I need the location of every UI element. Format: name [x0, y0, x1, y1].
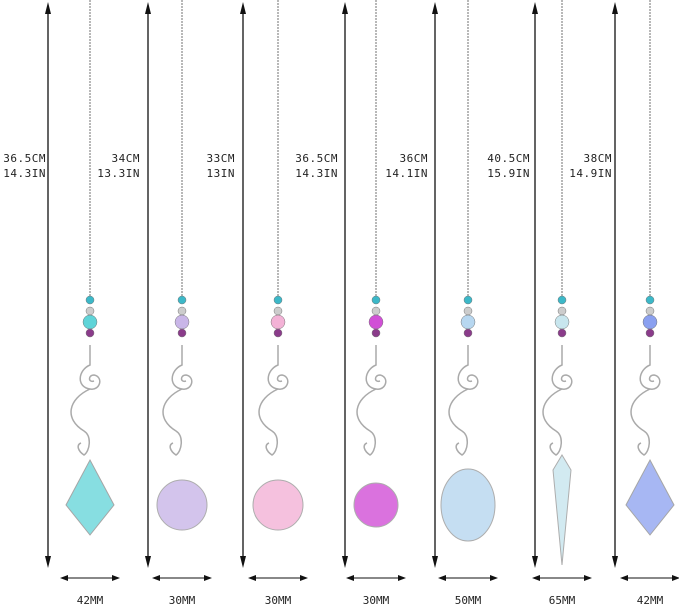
- length-label: 36.5CM 14.3IN: [3, 151, 46, 181]
- width-arrow-right: [490, 575, 498, 581]
- bead: [273, 306, 283, 316]
- width-arrow-left: [60, 575, 68, 581]
- bead: [270, 314, 286, 330]
- arrow-head-top: [240, 2, 246, 14]
- bead: [460, 314, 476, 330]
- s-hook: [542, 345, 573, 456]
- arrow-head-bottom: [45, 556, 51, 568]
- width-label: 42MM: [76, 594, 104, 607]
- width-arrow-right: [584, 575, 592, 581]
- length-label: 34CM 13.3IN: [97, 151, 140, 181]
- s-hook: [356, 345, 387, 456]
- arrow-head-bottom: [342, 556, 348, 568]
- crystal-pendant: [65, 458, 115, 536]
- length-in: 15.9IN: [487, 167, 530, 180]
- bead: [463, 306, 473, 316]
- width-arrow-right: [300, 575, 308, 581]
- s-hook: [70, 345, 101, 456]
- width-label: 30MM: [362, 594, 390, 607]
- bead: [177, 295, 187, 305]
- crystal-pendant: [252, 479, 304, 531]
- length-in: 14.9IN: [569, 167, 612, 180]
- length-in: 14.3IN: [295, 167, 338, 180]
- length-label: 40.5CM 15.9IN: [487, 151, 530, 181]
- bead: [85, 328, 95, 338]
- crystal-pendant: [440, 468, 496, 542]
- bead: [645, 328, 655, 338]
- length-in: 13IN: [206, 167, 235, 180]
- length-in: 14.1IN: [385, 167, 428, 180]
- width-arrow-right: [204, 575, 212, 581]
- width-label: 30MM: [168, 594, 196, 607]
- width-arrow-left: [532, 575, 540, 581]
- length-cm: 36.5CM: [295, 152, 338, 165]
- width-arrow-left: [620, 575, 628, 581]
- arrow-head-bottom: [432, 556, 438, 568]
- width-arrow-left: [346, 575, 354, 581]
- crystal-pendant: [625, 458, 675, 536]
- bead: [85, 306, 95, 316]
- width-label: 30MM: [264, 594, 292, 607]
- arrow-head-top: [342, 2, 348, 14]
- s-hook: [448, 345, 479, 456]
- width-arrow-right: [398, 575, 406, 581]
- bead: [371, 328, 381, 338]
- length-in: 14.3IN: [3, 167, 46, 180]
- arrow-head-bottom: [532, 556, 538, 568]
- width-arrow-left: [152, 575, 160, 581]
- arrow-head-top: [532, 2, 538, 14]
- crystal-pendant: [353, 482, 399, 528]
- crystal-pendant: [552, 454, 572, 566]
- arrow-head-top: [45, 2, 51, 14]
- width-label: 42MM: [636, 594, 664, 607]
- width-label: 65MM: [548, 594, 576, 607]
- width-arrow-right: [672, 575, 679, 581]
- bead: [273, 295, 283, 305]
- bead: [371, 295, 381, 305]
- s-hook: [630, 345, 661, 456]
- arrow-head-top: [145, 2, 151, 14]
- bead: [368, 314, 384, 330]
- bead: [557, 328, 567, 338]
- width-arrow-right: [112, 575, 120, 581]
- arrow-head-bottom: [612, 556, 618, 568]
- s-hook: [162, 345, 193, 456]
- width-arrow-left: [248, 575, 256, 581]
- length-label: 38CM 14.9IN: [569, 151, 612, 181]
- bead: [273, 328, 283, 338]
- bead: [85, 295, 95, 305]
- bead: [174, 314, 190, 330]
- s-hook: [258, 345, 289, 456]
- length-cm: 36CM: [399, 152, 428, 165]
- bead: [463, 328, 473, 338]
- length-cm: 33CM: [206, 152, 235, 165]
- crystal-pendant: [156, 479, 208, 531]
- length-label: 36.5CM 14.3IN: [295, 151, 338, 181]
- bead: [371, 306, 381, 316]
- bead: [642, 314, 658, 330]
- length-cm: 34CM: [111, 152, 140, 165]
- arrow-head-bottom: [145, 556, 151, 568]
- bead: [554, 314, 570, 330]
- width-label: 50MM: [454, 594, 482, 607]
- length-label: 36CM 14.1IN: [385, 151, 428, 181]
- length-cm: 38CM: [583, 152, 612, 165]
- bead: [645, 306, 655, 316]
- arrow-head-top: [612, 2, 618, 14]
- length-cm: 36.5CM: [3, 152, 46, 165]
- bead: [177, 306, 187, 316]
- arrow-head-top: [432, 2, 438, 14]
- bead: [557, 306, 567, 316]
- arrow-head-bottom: [240, 556, 246, 568]
- width-arrow-left: [438, 575, 446, 581]
- length-in: 13.3IN: [97, 167, 140, 180]
- bead: [557, 295, 567, 305]
- bead: [645, 295, 655, 305]
- bead: [82, 314, 98, 330]
- length-label: 33CM 13IN: [207, 151, 236, 181]
- bead: [463, 295, 473, 305]
- bead: [177, 328, 187, 338]
- length-cm: 40.5CM: [487, 152, 530, 165]
